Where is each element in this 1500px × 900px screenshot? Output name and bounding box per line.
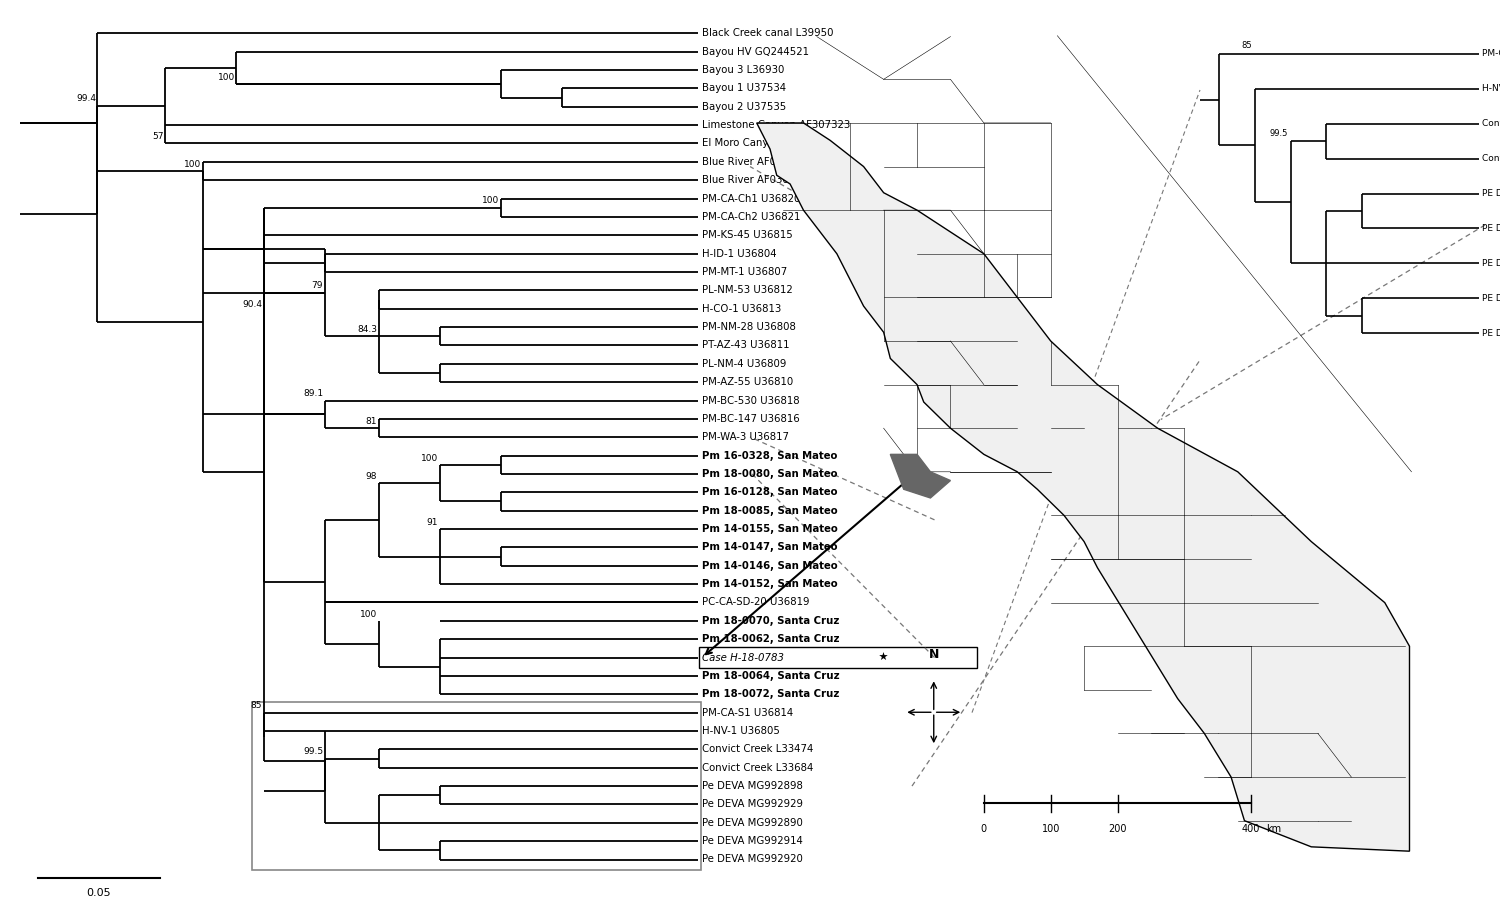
Text: Pm 16-0328, San Mateo: Pm 16-0328, San Mateo — [702, 451, 837, 461]
Text: ★: ★ — [874, 652, 888, 662]
Text: km: km — [1266, 824, 1281, 834]
Text: PL-NM-4 U36809: PL-NM-4 U36809 — [702, 359, 786, 369]
Text: Pe DEVA MG992898: Pe DEVA MG992898 — [702, 781, 802, 791]
Text: 0: 0 — [981, 824, 987, 834]
Text: PM-NM-28 U36808: PM-NM-28 U36808 — [702, 322, 796, 332]
Text: Pm 14-0155, San Mateo: Pm 14-0155, San Mateo — [702, 524, 837, 534]
Text: PL-NM-53 U36812: PL-NM-53 U36812 — [702, 285, 792, 295]
Text: PM-BC-147 U36816: PM-BC-147 U36816 — [702, 414, 800, 424]
Text: Pm 18-0070, Santa Cruz: Pm 18-0070, Santa Cruz — [702, 616, 840, 625]
Text: Pe DEVA MG992920: Pe DEVA MG992920 — [702, 854, 802, 865]
Text: 89.1: 89.1 — [303, 390, 322, 399]
Text: H-NV-1 U36805: H-NV-1 U36805 — [702, 726, 780, 736]
Text: 200: 200 — [1108, 824, 1126, 834]
Text: PM-AZ-55 U36810: PM-AZ-55 U36810 — [702, 377, 794, 387]
Text: Pm 14-0147, San Mateo: Pm 14-0147, San Mateo — [702, 543, 837, 553]
Polygon shape — [891, 454, 951, 498]
Text: Convict Creek L33684: Convict Creek L33684 — [1482, 154, 1500, 163]
Text: Pm 16-0128, San Mateo: Pm 16-0128, San Mateo — [702, 487, 837, 498]
Text: H-CO-1 U36813: H-CO-1 U36813 — [702, 303, 782, 314]
Text: El Moro Canyon U26828: El Moro Canyon U26828 — [702, 139, 824, 148]
Text: PE DEVA MG992898: PE DEVA MG992898 — [1482, 189, 1500, 198]
Text: Pe DEVA MG992929: Pe DEVA MG992929 — [702, 799, 802, 809]
Text: 99.4: 99.4 — [76, 94, 96, 104]
Text: Pm 14-0146, San Mateo: Pm 14-0146, San Mateo — [702, 561, 837, 571]
Text: H-ID-1 U36804: H-ID-1 U36804 — [702, 248, 777, 258]
Text: PE DEVA MG992890: PE DEVA MG992890 — [1482, 259, 1500, 268]
Text: PM-CA-Ch1 U36820: PM-CA-Ch1 U36820 — [702, 194, 801, 203]
Text: Convict Creek L33684: Convict Creek L33684 — [702, 762, 813, 773]
Text: 84.3: 84.3 — [357, 325, 378, 334]
Text: 0.05: 0.05 — [86, 888, 111, 898]
Text: Pm 18-0062, Santa Cruz: Pm 18-0062, Santa Cruz — [702, 634, 840, 644]
Text: 100: 100 — [184, 160, 201, 169]
Text: H-NV-1 U36805: H-NV-1 U36805 — [1482, 84, 1500, 93]
Text: Bayou 3 L36930: Bayou 3 L36930 — [702, 65, 784, 75]
Text: N: N — [928, 649, 939, 662]
Text: Pm 18-0064, Santa Cruz: Pm 18-0064, Santa Cruz — [702, 670, 840, 681]
Text: Limestone Canyon AF307323: Limestone Canyon AF307323 — [702, 120, 850, 130]
Bar — [252, 702, 701, 870]
Text: 57: 57 — [153, 132, 164, 141]
Text: 85: 85 — [251, 701, 262, 710]
Text: PE DEVA MG992929: PE DEVA MG992929 — [1482, 224, 1500, 233]
Text: 99.5: 99.5 — [1269, 129, 1287, 138]
Bar — [699, 647, 976, 669]
Text: PM-KS-45 U36815: PM-KS-45 U36815 — [702, 230, 792, 240]
Text: 81: 81 — [366, 417, 378, 426]
Text: 99.5: 99.5 — [303, 747, 322, 756]
Text: PC-CA-SD-20 U36819: PC-CA-SD-20 U36819 — [702, 598, 810, 608]
Text: PE DEVA MG992920: PE DEVA MG992920 — [1482, 328, 1500, 338]
Text: 98: 98 — [366, 472, 378, 481]
Text: Bayou 2 U37535: Bayou 2 U37535 — [702, 102, 786, 112]
Text: 85: 85 — [1242, 41, 1252, 50]
Text: PE DEVA MG992914: PE DEVA MG992914 — [1482, 294, 1500, 303]
Text: PM-CA-Ch2 U36821: PM-CA-Ch2 U36821 — [702, 212, 801, 222]
Text: 90.4: 90.4 — [242, 300, 262, 309]
Text: Bayou HV GQ244521: Bayou HV GQ244521 — [702, 47, 808, 57]
Text: 91: 91 — [427, 518, 438, 526]
Text: 100: 100 — [360, 609, 378, 618]
Polygon shape — [756, 123, 1410, 851]
Text: PM-WA-3 U36817: PM-WA-3 U36817 — [702, 432, 789, 442]
Text: PM-CA-S1 U36814: PM-CA-S1 U36814 — [702, 707, 794, 717]
Text: PT-AZ-43 U36811: PT-AZ-43 U36811 — [702, 340, 789, 350]
Text: Case H-18-0783: Case H-18-0783 — [702, 652, 784, 662]
Text: Blue River AF030552: Blue River AF030552 — [702, 176, 808, 185]
Text: 100: 100 — [422, 454, 438, 463]
Text: Pm 18-0080, San Mateo: Pm 18-0080, San Mateo — [702, 469, 837, 479]
Text: 100: 100 — [1041, 824, 1060, 834]
Text: Pm 18-0072, Santa Cruz: Pm 18-0072, Santa Cruz — [702, 689, 840, 699]
Text: 400: 400 — [1242, 824, 1260, 834]
Text: Black Creek canal L39950: Black Creek canal L39950 — [702, 28, 834, 39]
Text: PM-MT-1 U36807: PM-MT-1 U36807 — [702, 267, 788, 277]
Text: 79: 79 — [312, 282, 322, 291]
Text: Convict Creek L33474: Convict Creek L33474 — [702, 744, 813, 754]
Text: 100: 100 — [482, 196, 500, 205]
Text: 100: 100 — [217, 73, 236, 82]
Text: PM-BC-530 U36818: PM-BC-530 U36818 — [702, 395, 800, 406]
Text: Bayou 1 U37534: Bayou 1 U37534 — [702, 84, 786, 94]
Text: Pe DEVA MG992890: Pe DEVA MG992890 — [702, 818, 802, 828]
Text: Blue River AF030551: Blue River AF030551 — [702, 157, 808, 166]
Text: Pe DEVA MG992914: Pe DEVA MG992914 — [702, 836, 802, 846]
Text: Pm 14-0152, San Mateo: Pm 14-0152, San Mateo — [702, 579, 837, 590]
Text: PM-CA-S1 U36814: PM-CA-S1 U36814 — [1482, 50, 1500, 58]
Text: Convict Creek L33474: Convict Creek L33474 — [1482, 119, 1500, 128]
Text: Pm 18-0085, San Mateo: Pm 18-0085, San Mateo — [702, 506, 837, 516]
